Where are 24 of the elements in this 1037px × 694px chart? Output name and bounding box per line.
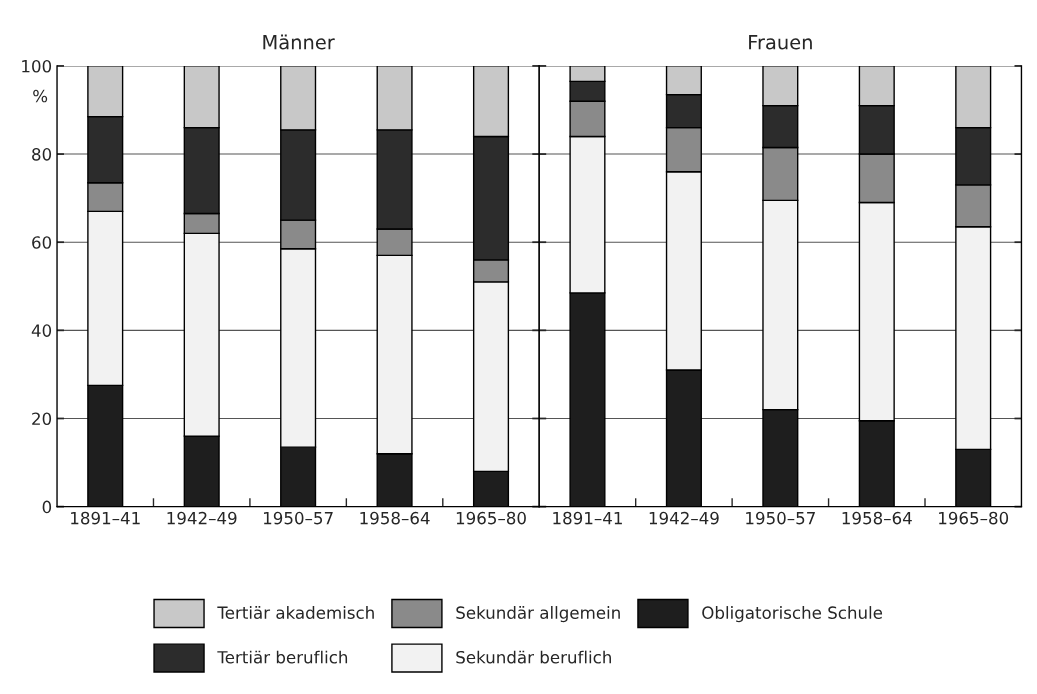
x-tick-label: 1965–80	[456, 511, 526, 525]
y-tick-label: 100	[22, 59, 52, 73]
legend-label: Tertiär akademisch	[217, 606, 374, 619]
chart-title: Frauen	[749, 35, 812, 50]
x-tick-label: 1958–64	[360, 511, 430, 525]
legend-label: Sekundär allgemein	[456, 606, 620, 623]
x-tick-label: 1942–49	[649, 511, 719, 525]
y-tick-label: 60	[32, 236, 52, 249]
x-tick-label: 1950–57	[746, 511, 815, 525]
x-tick-label: 1965–80	[939, 511, 1009, 525]
x-tick-label: 1958–64	[842, 511, 912, 525]
chart-title: Männer	[263, 34, 335, 50]
y-tick-label: 80	[32, 148, 52, 161]
x-tick-label: 1891–41	[71, 511, 140, 525]
legend-label: Tertiär beruflich	[217, 650, 348, 664]
legend-label: Obligatorische Schule	[702, 606, 883, 623]
y-tick-label: 40	[31, 324, 52, 337]
y-tick-label: 20	[32, 412, 52, 426]
x-tick-label: 1942–49	[167, 511, 237, 525]
x-tick-label: 1891–41	[553, 511, 622, 525]
y-tick-label: 0	[42, 500, 52, 514]
legend-label: Sekundär beruflich	[456, 650, 611, 664]
y-axis-title: %	[33, 89, 48, 103]
x-tick-label: 1950–57	[263, 511, 333, 525]
